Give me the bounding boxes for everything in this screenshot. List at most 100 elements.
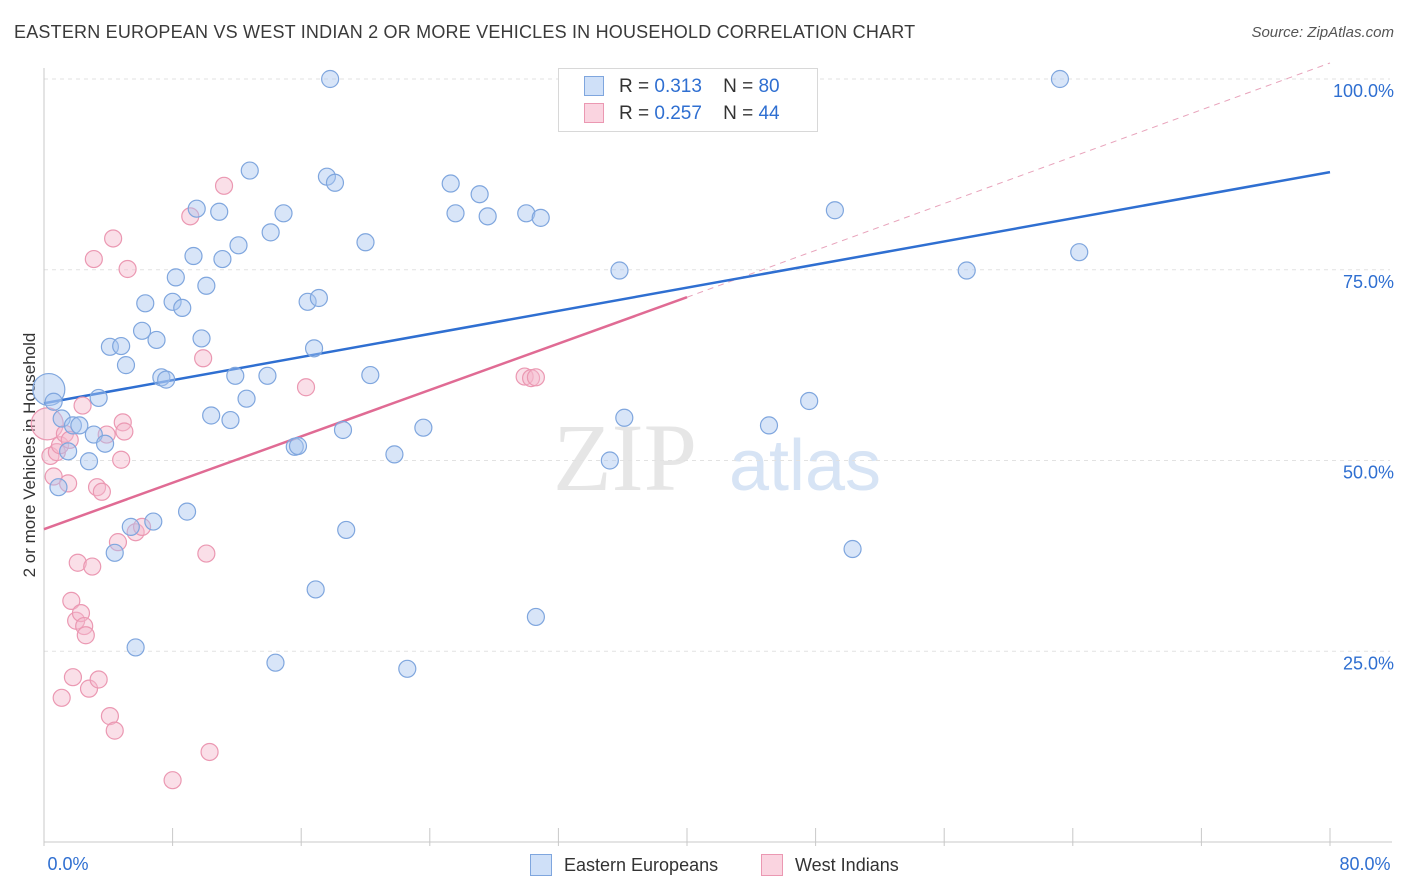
west-indian-point (113, 413, 132, 432)
west-indian-point (62, 591, 81, 610)
legend-r-value: 0.313 (654, 76, 702, 97)
source-label: Source: ZipAtlas.com (1251, 24, 1394, 41)
trend-layer (43, 62, 1331, 531)
eastern-european-point (321, 69, 340, 89)
west-indian-point (76, 626, 95, 645)
west-indian-point (52, 688, 71, 707)
eastern-european-point (229, 236, 248, 255)
eastern-european-point (132, 321, 152, 340)
y-tick-label: 50.0% (1343, 463, 1394, 483)
west-indian-point (194, 349, 213, 368)
correlation-legend: R = 0.313 N = 80 R = 0.257 N = 44 (558, 68, 818, 132)
eastern-european-point (240, 161, 259, 180)
eastern-european-point (800, 391, 819, 411)
eastern-european-point (152, 368, 171, 387)
west-trend-dashed (686, 62, 1331, 298)
eastern-european-point (309, 288, 328, 308)
eastern-european-point (261, 223, 280, 242)
eastern-european-point (237, 389, 256, 408)
west-indian-point (163, 771, 182, 790)
eastern-european-point (361, 365, 380, 385)
eastern-european-point (356, 233, 375, 252)
bottom-legend-label: West Indians (795, 854, 899, 875)
eastern-european-point (105, 543, 124, 562)
west-indian-point (115, 422, 134, 441)
eastern-european-point (95, 434, 115, 453)
west-trend-line (43, 296, 688, 531)
y-tick-label: 100.0% (1333, 81, 1394, 101)
eastern-european-point (600, 451, 619, 470)
eastern-european-point (843, 539, 862, 559)
eastern-european-point (44, 392, 63, 411)
watermark-atlas: atlas (729, 426, 881, 506)
eastern-european-point (446, 204, 465, 223)
eastern-european-point (517, 204, 536, 223)
y-tick-label: 75.0% (1343, 272, 1394, 292)
west-indian-point (68, 553, 87, 572)
west-indian-point (73, 396, 92, 415)
eastern-european-point (274, 204, 293, 223)
west-indian-point (526, 368, 545, 387)
eastern-european-point (63, 416, 83, 435)
west-indian-point (105, 721, 124, 740)
eastern-european-point (957, 261, 976, 280)
west-indian-point (118, 259, 137, 279)
eastern-european-point (52, 409, 71, 428)
west-indian-point (197, 544, 216, 563)
eastern-european-point (258, 366, 277, 385)
eastern-european-point (136, 294, 155, 313)
eastern-european-point (112, 336, 131, 356)
bottom-legend-swatch (761, 854, 783, 876)
west-indian-point (521, 368, 541, 388)
bottom-legend-west[interactable]: West Indians (761, 852, 899, 878)
legend-n-value: 80 (758, 76, 780, 97)
x-tick-label: 0.0% (47, 854, 88, 874)
legend-r-label: R = (619, 103, 650, 124)
eastern-european-point (70, 416, 89, 435)
eastern-european-point (441, 174, 460, 193)
eastern-european-point (266, 653, 285, 672)
west-indian-point (60, 430, 79, 449)
eastern-european-point (759, 416, 779, 435)
eastern-european-point (306, 580, 325, 599)
chart-title: EASTERN EUROPEAN VS WEST INDIAN 2 OR MOR… (14, 22, 916, 42)
west-indian-point (79, 679, 99, 698)
legend-r-label: R = (619, 76, 650, 97)
eastern-european-point (531, 208, 550, 227)
eastern-european-point (147, 330, 166, 350)
bottom-legend-label: Eastern Europeans (564, 854, 719, 875)
eastern-european-point (89, 388, 108, 408)
eastern-european-point (288, 436, 308, 456)
eastern-european-point (49, 478, 68, 497)
west-indian-point (214, 176, 234, 195)
west-indian-point (104, 229, 123, 248)
eastern-european-point (121, 517, 140, 536)
eastern-european-point (173, 298, 192, 317)
eastern-european-point (385, 445, 404, 464)
y-tick-label: 25.0% (1343, 653, 1394, 673)
eastern-european-point (187, 199, 206, 218)
west-indian-point (100, 707, 120, 726)
axis-layer: 25.0% 50.0% 75.0% 100.0% (43, 68, 1394, 846)
legend-n-label: N = (723, 103, 754, 124)
west-indian-point (296, 378, 316, 397)
eastern-european-point (1050, 69, 1070, 89)
eastern-european-point (325, 173, 345, 192)
eastern-european-point (177, 502, 197, 521)
watermark-zip: ZIP (553, 404, 697, 511)
eastern-european-point (333, 420, 353, 440)
eastern-european-point (32, 372, 66, 407)
point-layer (30, 69, 1089, 790)
eastern-european-point (192, 329, 211, 348)
bottom-legend-eastern[interactable]: Eastern Europeans (530, 852, 718, 878)
west-indian-point (59, 474, 78, 493)
west-indian-point (84, 249, 103, 269)
eastern-european-point (144, 512, 163, 531)
legend-swatch-eastern (584, 76, 604, 96)
west-indian-point (63, 668, 83, 687)
eastern-european-point (166, 268, 185, 287)
west-indian-point (92, 482, 111, 501)
west-indian-point (200, 742, 219, 762)
eastern-european-point (1070, 243, 1089, 262)
west-indian-point (97, 425, 116, 444)
